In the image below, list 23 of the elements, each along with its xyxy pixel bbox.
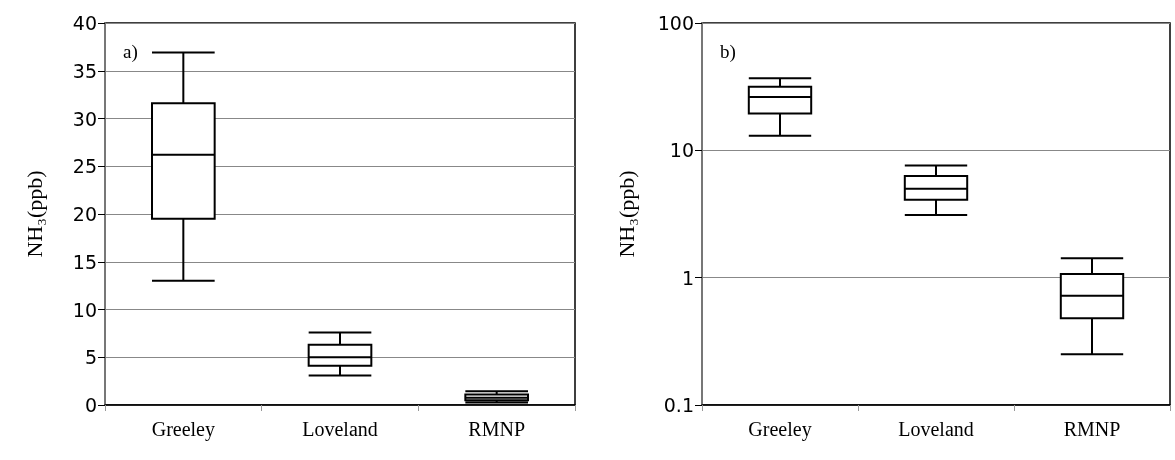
x-tick-label: Greeley	[151, 418, 215, 441]
y-tick-label: 1	[681, 266, 694, 289]
y-tick-label: 25	[72, 155, 97, 178]
y-tick-label: 5	[84, 346, 97, 369]
x-tick-label: RMNP	[468, 418, 526, 440]
y-tick-label: 10	[72, 298, 97, 321]
y-tick-label: 10	[669, 139, 694, 162]
x-tick-label: Greeley	[748, 418, 812, 441]
y-tick-label: 20	[72, 203, 97, 225]
y-tick-label: 15	[72, 250, 97, 273]
annotation: a)	[123, 41, 138, 63]
x-tick-label: Loveland	[302, 418, 378, 440]
y-axis-title: NH₃(ppb)	[613, 170, 639, 258]
annotation: b)	[720, 41, 736, 63]
y-tick-label: 35	[72, 59, 97, 82]
y-tick-label: 0	[84, 394, 97, 416]
x-tick-label: RMNP	[1063, 418, 1121, 440]
y-tick-label: 100	[657, 12, 694, 34]
y-tick-label: 30	[72, 107, 97, 130]
x-tick-label: Loveland	[898, 418, 974, 440]
y-tick-label: 0.1	[663, 394, 694, 416]
y-tick-label: 40	[72, 12, 97, 34]
y-axis-title: NH₃(ppb)	[21, 170, 47, 258]
